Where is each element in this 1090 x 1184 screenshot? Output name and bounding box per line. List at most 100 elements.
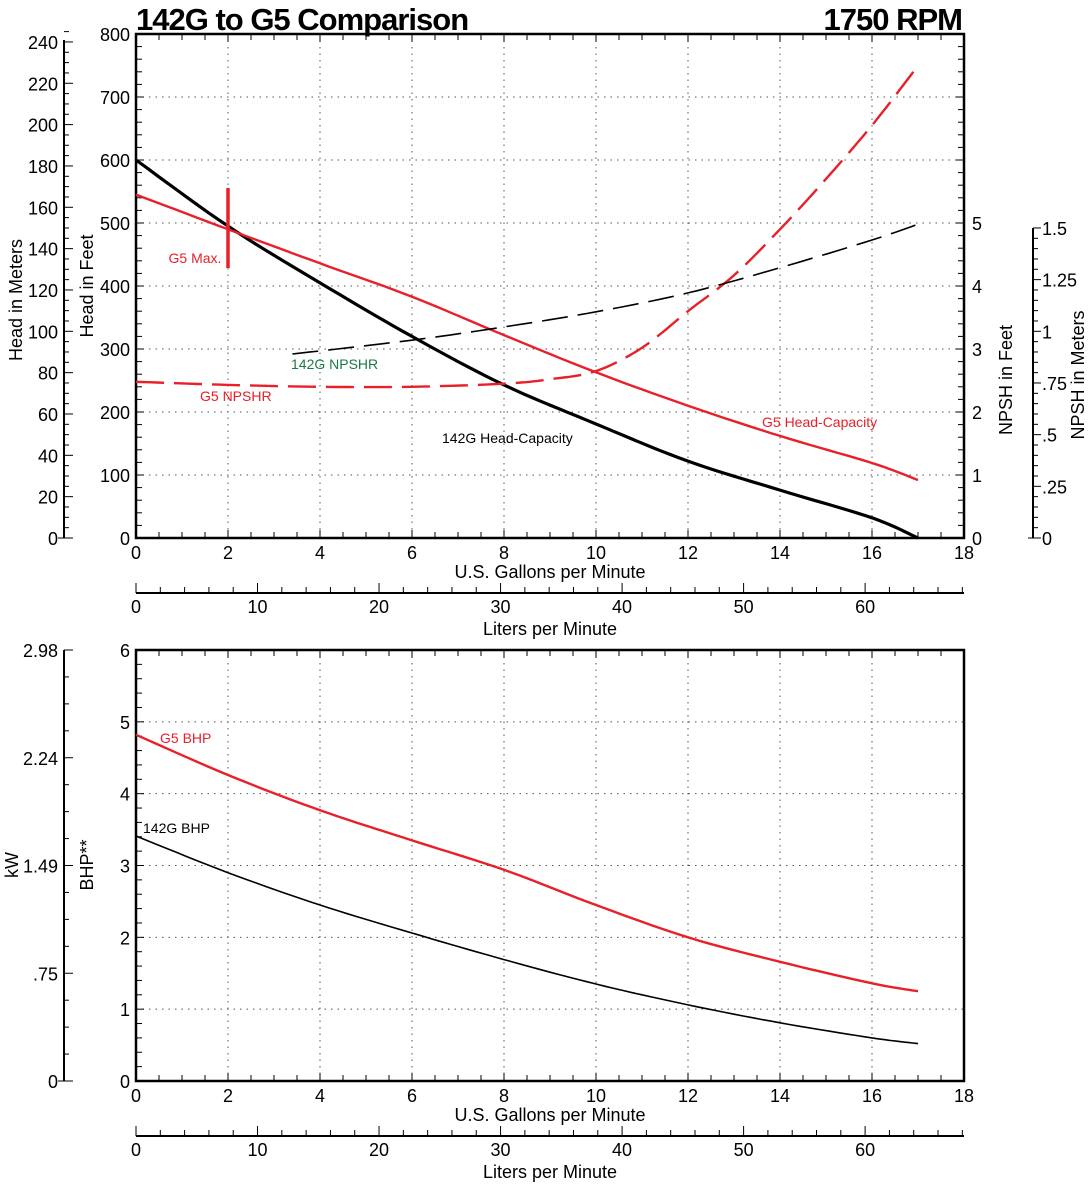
label-g5-head-capacity: G5 Head-Capacity — [762, 414, 877, 430]
y-tick-label: 800 — [100, 25, 130, 45]
x-tick-label: 18 — [954, 543, 974, 563]
series-142g-bhp — [135, 835, 919, 1045]
x-axis-title: U.S. Gallons per Minute — [454, 1105, 645, 1125]
head-m-tick-label: 120 — [28, 281, 58, 301]
x-tick-label: 4 — [315, 543, 325, 563]
head-m-tick-label: 100 — [28, 322, 58, 342]
npsh-ft-tick-label: 3 — [972, 340, 982, 360]
series-142g-npshr — [292, 223, 919, 355]
npsh-m-axis-title: NPSH in Meters — [1068, 310, 1088, 439]
npsh-m-tick-label: .25 — [1042, 477, 1067, 497]
label-142g-bhp: 142G BHP — [143, 820, 210, 836]
lpm-tick-label: 50 — [734, 597, 754, 617]
head-m-tick-label: 200 — [28, 116, 58, 136]
x-tick-label: 6 — [407, 543, 417, 563]
label-142g-head-capacity: 142G Head-Capacity — [442, 430, 573, 446]
x-tick-label: 16 — [862, 1086, 882, 1106]
lpm-tick-label: 40 — [612, 1140, 632, 1160]
label-g5-bhp: G5 BHP — [160, 730, 211, 746]
x-tick-label: 12 — [678, 1086, 698, 1106]
lpm-tick-label: 0 — [131, 1140, 141, 1160]
chart-title: 142G to G5 Comparison — [136, 2, 468, 37]
lpm-axis-title: Liters per Minute — [483, 619, 617, 639]
x-tick-label: 12 — [678, 543, 698, 563]
npsh-m-tick-label: .75 — [1042, 374, 1067, 394]
g5-max-label: G5 Max. — [169, 250, 222, 266]
y-tick-label: 300 — [100, 340, 130, 360]
x-tick-label: 8 — [499, 1086, 509, 1106]
label-g5-npshr: G5 NPSHR — [200, 388, 272, 404]
kw-tick-label: 2.24 — [23, 749, 58, 769]
head-m-tick-label: 240 — [28, 33, 58, 53]
head-m-tick-label: 160 — [28, 198, 58, 218]
lpm-axis-title: Liters per Minute — [483, 1162, 617, 1182]
x-tick-label: 18 — [954, 1086, 974, 1106]
npsh-ft-axis-title: NPSH in Feet — [996, 325, 1016, 435]
x-tick-label: 6 — [407, 1086, 417, 1106]
x-tick-label: 14 — [770, 1086, 790, 1106]
npsh-m-tick-label: 1.25 — [1042, 271, 1077, 291]
x-tick-label: 8 — [499, 543, 509, 563]
npsh-m-tick-label: 0 — [1042, 529, 1052, 549]
x-tick-label: 4 — [315, 1086, 325, 1106]
lpm-tick-label: 10 — [248, 1140, 268, 1160]
chart-rpm: 1750 RPM — [824, 2, 962, 37]
x-axis-title: U.S. Gallons per Minute — [454, 562, 645, 582]
lpm-tick-label: 60 — [855, 597, 875, 617]
y-tick-label: 6 — [120, 641, 130, 661]
series-142g-head-capacity — [135, 158, 919, 540]
lpm-tick-label: 10 — [248, 597, 268, 617]
x-tick-label: 2 — [223, 1086, 233, 1106]
head-m-tick-label: 0 — [48, 529, 58, 549]
head-m-tick-label: 180 — [28, 157, 58, 177]
y-axis-title: BHP** — [77, 839, 97, 890]
y-tick-label: 0 — [120, 529, 130, 549]
y-tick-label: 5 — [120, 713, 130, 733]
lpm-tick-label: 50 — [734, 1140, 754, 1160]
y-tick-label: 600 — [100, 151, 130, 171]
head-m-axis-title: Head in Meters — [6, 239, 26, 361]
lpm-tick-label: 20 — [369, 597, 389, 617]
series-g5-bhp — [135, 733, 919, 993]
y-tick-label: 3 — [120, 857, 130, 877]
x-tick-label: 2 — [223, 543, 233, 563]
label-142g-npshr: 142G NPSHR — [291, 356, 378, 372]
x-tick-label: 10 — [586, 1086, 606, 1106]
y-tick-label: 700 — [100, 88, 130, 108]
kw-axis-title: kW — [2, 852, 22, 878]
kw-tick-label: 0 — [48, 1072, 58, 1092]
x-tick-label: 0 — [131, 1086, 141, 1106]
kw-tick-label: .75 — [33, 964, 58, 984]
npsh-m-tick-label: 1 — [1042, 322, 1052, 342]
x-tick-label: 10 — [586, 543, 606, 563]
npsh-m-tick-label: 1.5 — [1042, 219, 1067, 239]
npsh-ft-tick-label: 4 — [972, 277, 982, 297]
plot-frame — [134, 32, 966, 540]
head-m-tick-label: 80 — [38, 364, 58, 384]
npsh-ft-tick-label: 1 — [972, 466, 982, 486]
lpm-tick-label: 0 — [131, 597, 141, 617]
npsh-ft-tick-label: 2 — [972, 403, 982, 423]
npsh-ft-tick-label: 5 — [972, 214, 982, 234]
y-tick-label: 200 — [100, 403, 130, 423]
lpm-tick-label: 30 — [491, 597, 511, 617]
npsh-ft-tick-label: 0 — [972, 529, 982, 549]
head-m-tick-label: 60 — [38, 405, 58, 425]
x-tick-label: 14 — [770, 543, 790, 563]
npsh-m-tick-label: .5 — [1042, 426, 1057, 446]
y-tick-label: 400 — [100, 277, 130, 297]
plot-frame — [134, 648, 966, 1083]
kw-tick-label: 1.49 — [23, 857, 58, 877]
x-tick-label: 16 — [862, 543, 882, 563]
x-tick-label: 0 — [131, 543, 141, 563]
y-tick-label: 2 — [120, 928, 130, 948]
lpm-tick-label: 30 — [491, 1140, 511, 1160]
series-g5-npshr — [135, 71, 915, 389]
head-m-tick-label: 220 — [28, 74, 58, 94]
y-tick-label: 0 — [120, 1072, 130, 1092]
lpm-tick-label: 60 — [855, 1140, 875, 1160]
head-m-tick-label: 40 — [38, 446, 58, 466]
kw-tick-label: 2.98 — [23, 641, 58, 661]
y-tick-label: 4 — [120, 785, 130, 805]
